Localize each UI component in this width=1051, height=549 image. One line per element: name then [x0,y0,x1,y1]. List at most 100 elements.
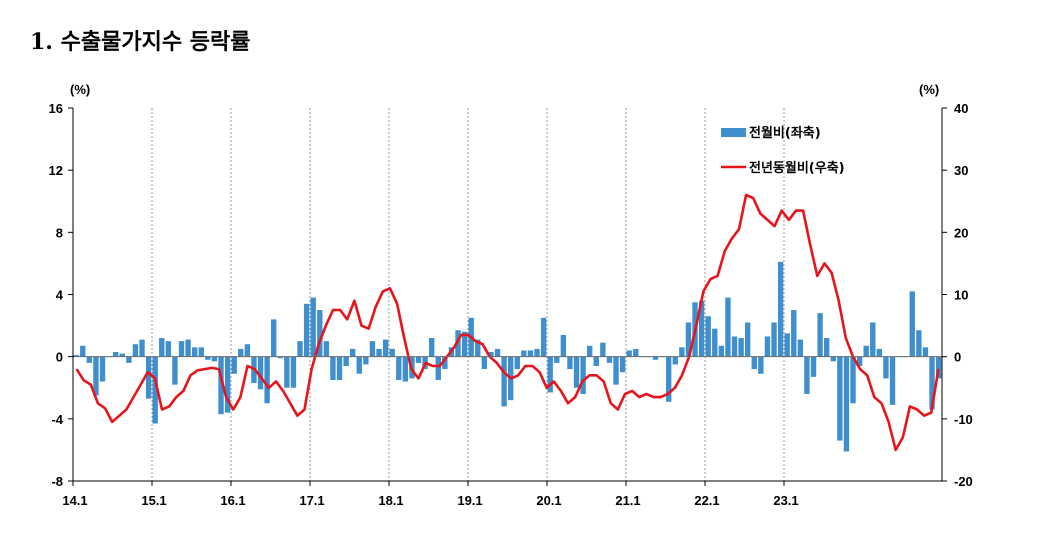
bar [580,356,586,394]
bar [725,297,731,357]
bar [935,356,942,379]
bar [119,353,125,357]
bar [738,338,744,357]
bar [863,345,869,357]
bar [560,334,567,357]
legend: 전월비(좌축) 전년동월비(우축) [721,125,845,176]
left-tick-label: 12 [49,163,63,178]
bar [817,313,823,357]
x-tick-label: 19.1 [457,493,482,508]
bar [573,356,580,388]
bar [521,350,527,357]
bar [178,341,185,357]
right-tick-label: 10 [954,288,968,303]
x-tick-label: 14.1 [62,493,87,508]
bar [139,339,145,357]
bar [731,336,738,357]
legend-label: 전년동월비(우축) [749,160,845,176]
bar [685,322,692,357]
bar [606,356,613,363]
bar [356,356,362,374]
bar-series [73,261,942,452]
x-tick-label: 16.1 [220,493,245,508]
bar [455,330,461,357]
bar [804,356,810,394]
bar [86,356,93,363]
bar [850,356,856,404]
axes [68,107,947,486]
bar [475,339,481,357]
bar [80,345,86,357]
bar [244,344,251,357]
right-axis-unit: (%) [919,82,939,97]
bar [172,356,178,385]
bar [797,339,804,357]
bar [494,348,501,357]
bar [198,347,204,357]
bar [870,322,876,357]
bar [271,319,277,357]
bar [382,339,389,357]
bar [231,356,237,374]
legend-swatch-bar [721,128,746,137]
bar [751,356,757,370]
bar [587,345,593,357]
bar [593,356,599,366]
bar [652,356,659,360]
bar [810,356,817,377]
bar [218,356,224,415]
bar [113,352,119,357]
bar [929,356,935,410]
bar [350,348,356,357]
left-tick-label: -8 [51,474,63,489]
x-tick-label: 21.1 [615,493,640,508]
bar [481,356,488,370]
bar [211,356,218,362]
bar [99,356,106,382]
bar [192,347,198,357]
bar [297,341,303,357]
legend-label: 전월비(좌축) [749,125,821,141]
bar [883,356,889,379]
bar [303,303,310,357]
bar [784,333,790,357]
left-tick-label: 4 [56,288,64,303]
bar [791,310,797,357]
left-tick-label: 8 [56,225,63,240]
bar [567,356,573,370]
left-tick-label: 0 [56,350,63,365]
bar [257,356,264,390]
bar [679,347,685,357]
bar [613,356,619,385]
x-tick-label: 20.1 [536,493,561,508]
bar [429,338,435,357]
bar [415,356,422,363]
bar [672,356,678,365]
bar [488,352,494,357]
bar [534,348,540,357]
bar [165,341,172,357]
x-tick-label: 23.1 [773,493,798,508]
x-tick-label: 22.1 [694,493,719,508]
right-tick-label: -10 [954,412,973,427]
bar [916,330,922,357]
right-tick-label: -20 [954,474,973,489]
bar [554,356,560,363]
bar [145,356,152,399]
bar [843,356,850,452]
bar [889,356,896,405]
chart-title: 1. 수출물가지수 등락률 [30,29,251,55]
x-tick-label: 15.1 [141,493,166,508]
bar [396,356,402,380]
bar [718,345,725,357]
bar [126,356,132,363]
bar [824,338,830,357]
bar [922,347,929,357]
bar [712,328,718,357]
bar [317,310,323,357]
right-tick-label: 0 [954,350,961,365]
bar [837,356,843,441]
left-tick-label: -4 [51,412,63,427]
bar [369,341,376,357]
